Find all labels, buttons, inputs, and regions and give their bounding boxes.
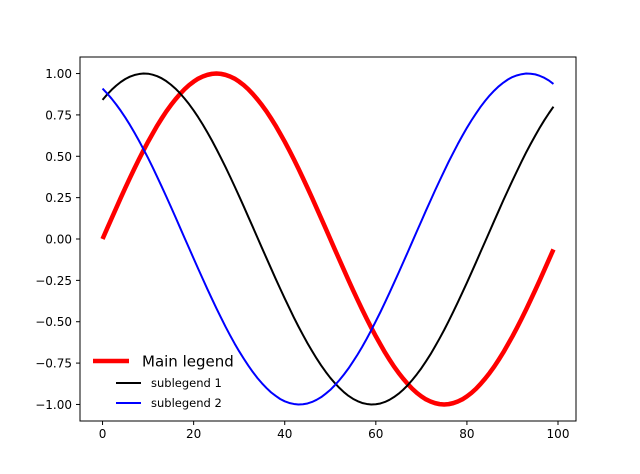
y-tick-label: −0.75	[35, 357, 72, 371]
legend-label-1: Main legend	[142, 352, 234, 370]
axes: 0 20 40 60 80 100 −1.00 −0.75 −0.50 −0.25 0.00 0.25…	[35, 56, 577, 441]
series-line-2	[101, 72, 555, 406]
y-tick-label: 0.25	[45, 191, 72, 205]
legend-label-2: sublegend 1	[151, 376, 222, 390]
x-tick-label: 40	[277, 427, 292, 441]
y-tick-label: 0.50	[45, 150, 72, 164]
x-tick-label: 100	[547, 427, 570, 441]
x-tick-label: 60	[368, 427, 383, 441]
legend-label-3: sublegend 2	[151, 396, 222, 410]
y-tick-label: −0.50	[35, 315, 72, 329]
plot-area	[100, 71, 556, 407]
series-line-3	[101, 72, 555, 406]
y-tick-label: 0.00	[45, 233, 72, 247]
y-tick-label: −1.00	[35, 398, 72, 412]
y-tick-label: 1.00	[45, 67, 72, 81]
x-tick-label: 20	[186, 427, 201, 441]
x-tick-label: 0	[99, 427, 107, 441]
x-tick-label: 80	[459, 427, 474, 441]
series-line-1	[100, 71, 556, 407]
y-tick-label: 0.75	[45, 108, 72, 122]
legend: Main legend sublegend 1 sublegend 2	[93, 352, 234, 410]
y-tick-label: −0.25	[35, 274, 72, 288]
